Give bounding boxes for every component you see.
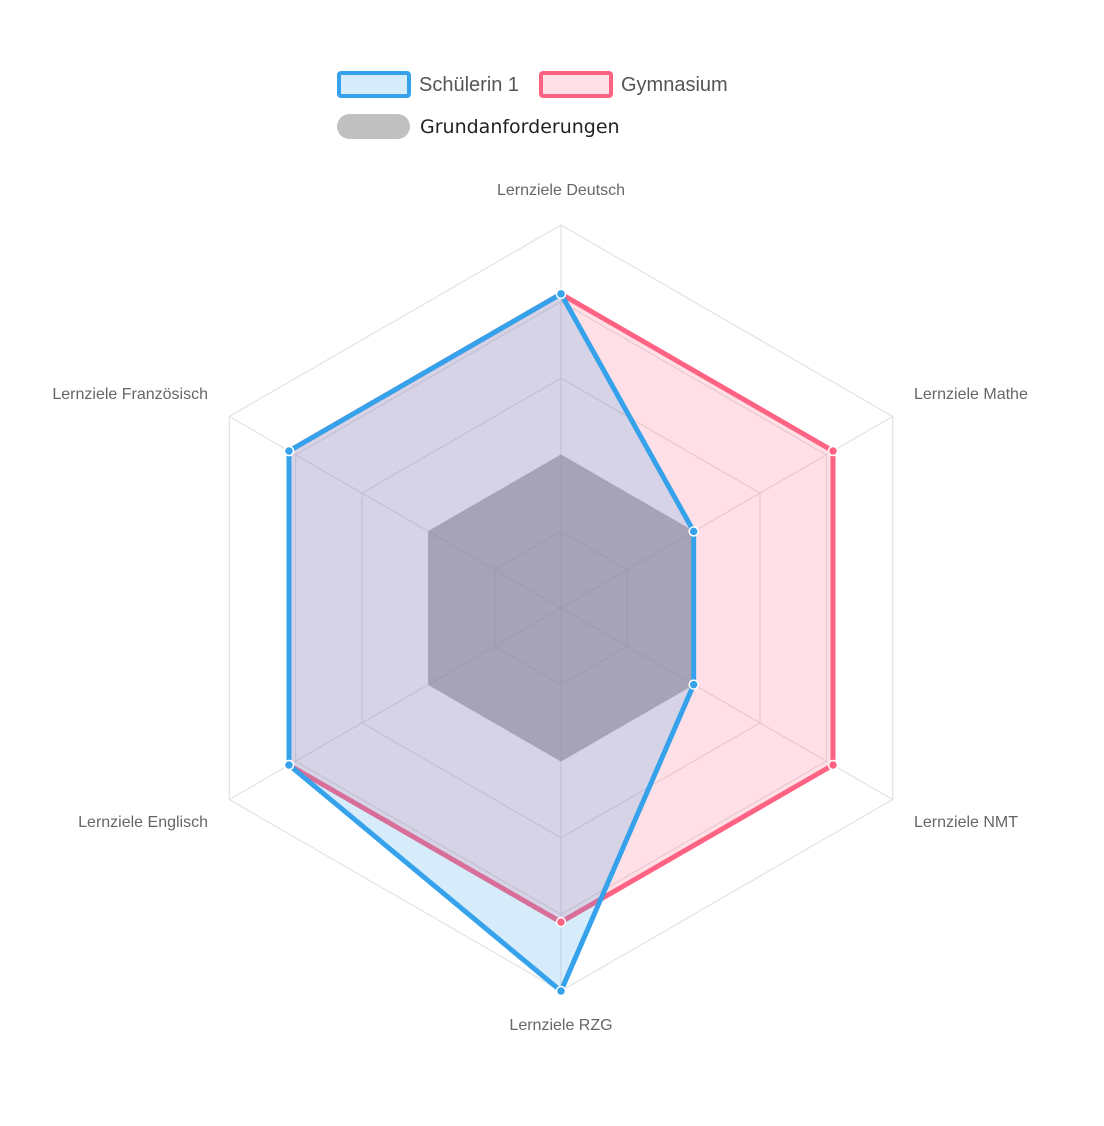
axis-labels: Lernziele Deutsch Lernziele Mathe Lernziel… bbox=[52, 182, 1028, 1034]
legend-swatch-series-1[interactable] bbox=[337, 71, 411, 98]
series-1-point-2[interactable] bbox=[688, 526, 699, 537]
legend-label-series-1[interactable]: Schülerin 1 bbox=[419, 74, 519, 96]
series-2-point-4[interactable] bbox=[555, 916, 567, 928]
legend-swatch-series-3[interactable] bbox=[337, 114, 410, 139]
radar-points bbox=[283, 288, 839, 997]
series-1-point-6[interactable] bbox=[283, 445, 295, 457]
series-1-point-4[interactable] bbox=[555, 985, 567, 997]
series-1-point-3[interactable] bbox=[688, 679, 699, 690]
radar-series bbox=[286, 291, 836, 994]
axis-label-6: Lernziele Französisch bbox=[52, 386, 208, 403]
series-3-area bbox=[428, 454, 694, 762]
axis-label-2: Lernziele Mathe bbox=[914, 386, 1028, 403]
series-2-point-2[interactable] bbox=[827, 445, 839, 457]
legend-label-series-2[interactable]: Gymnasium bbox=[621, 74, 728, 96]
axis-label-4: Lernziele RZG bbox=[509, 1017, 612, 1034]
legend-label-series-3[interactable]: Grundanforderungen bbox=[420, 116, 620, 138]
axis-label-3: Lernziele NMT bbox=[914, 814, 1018, 831]
series-1-point-5[interactable] bbox=[283, 759, 295, 771]
series-2-point-3[interactable] bbox=[827, 759, 839, 771]
axis-label-1: Lernziele Deutsch bbox=[497, 182, 625, 199]
legend-swatch-series-2[interactable] bbox=[539, 71, 613, 98]
series-1-point-1[interactable] bbox=[555, 288, 567, 300]
axis-label-5: Lernziele Englisch bbox=[78, 814, 208, 831]
